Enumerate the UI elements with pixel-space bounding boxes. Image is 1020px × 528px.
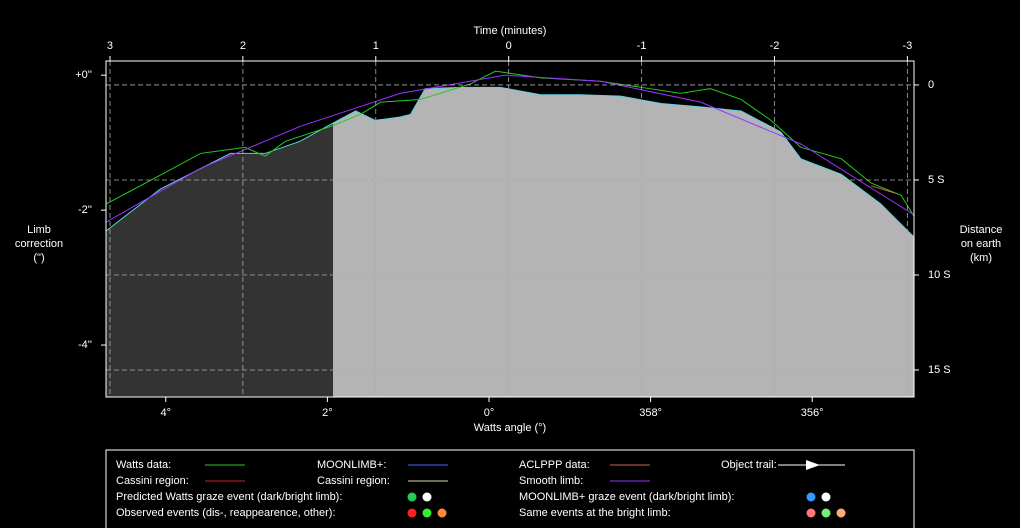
legend-dot: [437, 508, 447, 518]
series-line: [106, 86, 914, 238]
x2-tick-label: 2: [240, 40, 246, 52]
legend-box: [105, 449, 915, 528]
legend-dot: [407, 508, 417, 518]
y2-tick-label: 0: [928, 79, 934, 91]
x2-tick-label: -1: [637, 40, 647, 52]
x2-axis-title: Time (minutes): [474, 25, 547, 37]
y-tick-label: +0'': [75, 69, 92, 81]
y2-tick-label: 15 S: [928, 364, 951, 376]
legend-label: MOONLIMB+ graze event (dark/bright limb)…: [519, 491, 735, 503]
legend-label: Observed events (dis-, reappearence, oth…: [116, 507, 336, 519]
x2-tick-label: 3: [107, 40, 113, 52]
series-line: [106, 70, 914, 217]
legend-dot: [422, 508, 432, 518]
x-tick-label: 4°: [161, 407, 172, 419]
legend-dot: [806, 492, 816, 502]
x-tick-label: 356°: [801, 407, 824, 419]
plot-frame: [105, 60, 915, 398]
legend-label: Cassini region:: [116, 475, 189, 487]
legend-dot: [836, 508, 846, 518]
legend-dot: [422, 492, 432, 502]
x2-tick-label: 1: [373, 40, 379, 52]
dark-limb-area: [106, 123, 334, 397]
legend-label: ACLPPP data:: [519, 459, 590, 471]
legend-label: Watts data:: [116, 459, 171, 471]
legend-label: MOONLIMB+:: [317, 459, 386, 471]
legend-dot: [821, 492, 831, 502]
y-axis-title: Limb: [27, 224, 51, 236]
x2-tick-label: -2: [770, 40, 780, 52]
legend-label: Cassini region:: [317, 475, 390, 487]
series-line: [871, 185, 896, 194]
y-tick-label: -2'': [78, 204, 92, 216]
legend-label: Object trail:: [721, 459, 777, 471]
legend-dot: [806, 508, 816, 518]
y-axis-title: ("): [33, 252, 44, 264]
legend-dot: [407, 492, 417, 502]
legend-label: Predicted Watts graze event (dark/bright…: [116, 491, 342, 503]
legend-label: Same events at the bright limb:: [519, 507, 671, 519]
x-tick-label: 2°: [322, 407, 333, 419]
x2-tick-label: 0: [506, 40, 512, 52]
x-axis-title: Watts angle (°): [474, 422, 546, 434]
x2-tick-label: -3: [902, 40, 912, 52]
x-tick-label: 0°: [484, 407, 495, 419]
legend-dot: [821, 508, 831, 518]
legend-arrow: [806, 460, 820, 470]
legend-label: Smooth limb:: [519, 475, 583, 487]
y2-tick-label: 10 S: [928, 269, 951, 281]
y-tick-label: -4'': [78, 339, 92, 351]
y2-axis-title: Distance: [960, 224, 1003, 236]
y2-axis-title: (km): [970, 252, 992, 264]
y-axis-title: correction: [15, 238, 63, 250]
y2-tick-label: 5 S: [928, 174, 945, 186]
y2-axis-title: on earth: [961, 238, 1001, 250]
x-tick-label: 358°: [639, 407, 662, 419]
series-line: [106, 74, 914, 223]
